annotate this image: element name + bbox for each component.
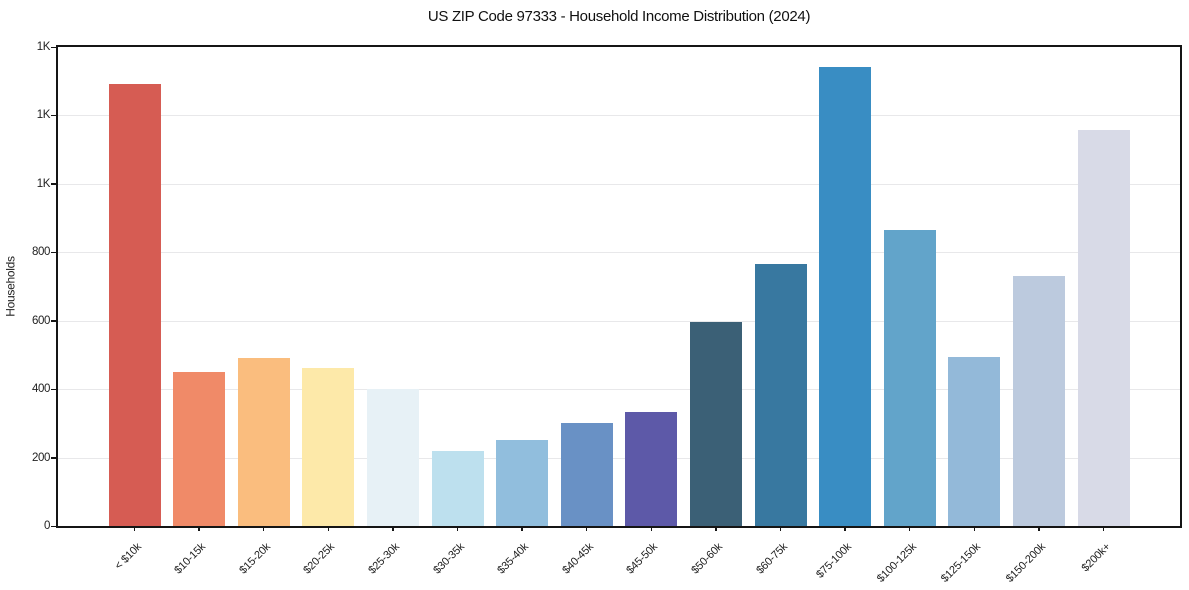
gridline-y-1200 [58, 115, 1180, 117]
bar-35-40k [496, 440, 549, 526]
bar-40-45k [560, 423, 613, 526]
bar-60-75k [754, 263, 807, 526]
gridline-y-800 [58, 252, 1180, 254]
x-tick-mark-9 [715, 527, 717, 531]
y-tick-label-600: 600 [32, 314, 50, 327]
y-tick-label-200: 200 [32, 451, 50, 464]
bar-10-15k [173, 372, 226, 526]
x-tick-mark-8 [650, 527, 653, 531]
x-tick-mark-5 [456, 527, 459, 531]
y-tick-mark-0 [51, 525, 56, 527]
x-tick-mark-10 [779, 527, 782, 531]
gridline-y-1000 [58, 183, 1180, 185]
y-tick-label-1400: 1K [36, 41, 51, 53]
bar-25-30k [366, 389, 419, 526]
gridline-y-600 [58, 320, 1180, 322]
bar-100-125k [883, 230, 936, 526]
y-tick-label-0: 0 [44, 520, 50, 532]
x-tick-mark-13 [973, 527, 976, 531]
y-tick-mark-1200 [51, 114, 56, 117]
y-tick-mark-800 [51, 251, 56, 254]
bar-75-100k [819, 66, 872, 526]
plot-area [56, 45, 1182, 528]
y-tick-label-1200: 1K [36, 109, 51, 122]
y-tick-mark-600 [51, 320, 56, 322]
bar-200k [1077, 130, 1130, 526]
y-tick-label-400: 400 [32, 383, 50, 396]
bar-15-20k [237, 358, 290, 526]
x-tick-label-0: < $10k [112, 540, 144, 573]
y-tick-label-800: 800 [32, 246, 50, 259]
x-tick-mark-1 [198, 527, 200, 531]
bar-45-50k [625, 412, 678, 526]
y-tick-mark-200 [51, 457, 56, 459]
chart-title: US ZIP Code 97333 - Household Income Dis… [427, 8, 811, 25]
x-tick-mark-0 [133, 527, 136, 531]
bar-20-25k [302, 368, 355, 526]
bar-150-200k [1012, 276, 1065, 526]
x-tick-mark-3 [327, 527, 330, 531]
x-tick-mark-2 [262, 527, 265, 531]
bar-10k [108, 83, 161, 526]
y-tick-mark-1400 [51, 46, 56, 48]
y-tick-label-1000: 1K [36, 177, 51, 190]
y-tick-mark-400 [51, 388, 56, 391]
bar-30-35k [431, 450, 484, 526]
bar-50-60k [689, 322, 742, 526]
x-tick-mark-14 [1038, 527, 1040, 531]
gridline-y-200 [58, 457, 1180, 459]
gridline-y-400 [58, 389, 1180, 391]
bar-125-150k [948, 357, 1001, 526]
x-tick-mark-6 [521, 527, 523, 531]
x-tick-mark-15 [1102, 527, 1105, 531]
x-tick-mark-7 [585, 527, 588, 531]
y-tick-mark-1000 [51, 183, 56, 185]
x-tick-mark-12 [908, 527, 911, 531]
x-tick-mark-4 [392, 527, 394, 531]
x-tick-mark-11 [844, 527, 846, 531]
